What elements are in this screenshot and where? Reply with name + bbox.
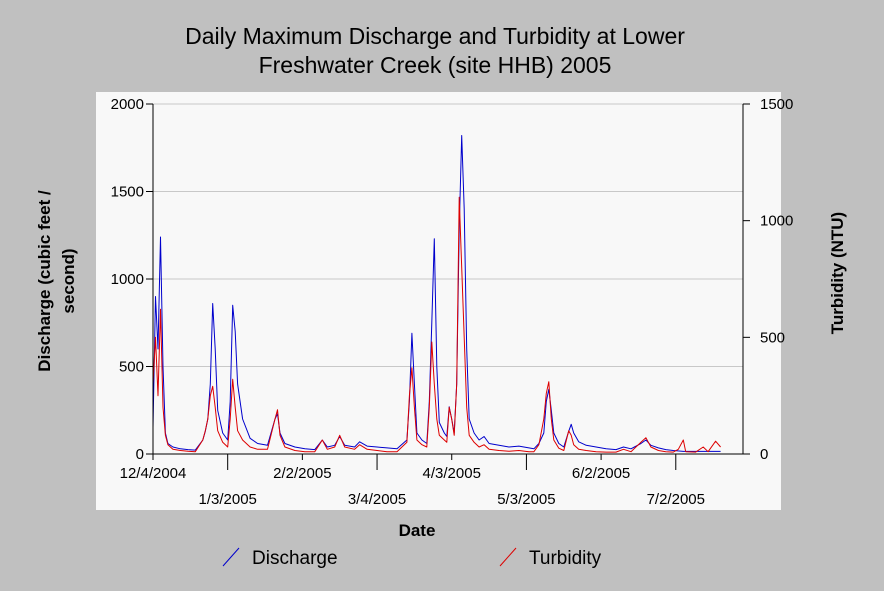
legend-turbidity-swatch <box>499 547 517 567</box>
y-left-tick-label: 1500 <box>111 184 144 201</box>
series-line-turbidity <box>152 196 721 453</box>
legend-discharge-label: Discharge <box>252 548 338 569</box>
y-axis-left-title-line-1: Discharge (cubic feet / <box>35 190 54 372</box>
x-tick-label: 2/2/2005 <box>273 465 331 482</box>
y-right-tick-label: 1000 <box>760 213 793 230</box>
y-left-tick-label: 0 <box>136 446 144 463</box>
x-tick-label: 7/2/2005 <box>647 491 705 508</box>
grid <box>153 103 743 367</box>
x-tick-label: 12/4/2004 <box>120 465 187 482</box>
y-axis-left-title-line-2: second) <box>59 248 78 313</box>
chart-title-line-2: Freshwater Creek (site HHB) 2005 <box>259 52 612 78</box>
legend-turbidity-label: Turbidity <box>529 548 602 569</box>
left-ticks: 0 500 1000 1500 2000 <box>111 96 153 463</box>
legend: Discharge Turbidity <box>222 547 602 569</box>
legend-discharge-swatch <box>222 547 240 567</box>
series-layer <box>152 135 721 453</box>
x-tick-label: 1/3/2005 <box>198 491 256 508</box>
y-axis-right-title: Turbidity (NTU) <box>828 212 847 334</box>
y-axis-left-title: Discharge (cubic feet / second) <box>35 190 78 372</box>
x-tick-label: 3/4/2005 <box>348 491 406 508</box>
x-tick-label: 6/2/2005 <box>572 465 630 482</box>
y-left-tick-label: 500 <box>119 359 144 376</box>
y-right-tick-label: 0 <box>760 446 768 463</box>
right-ticks: 0 500 1000 1500 <box>743 96 793 463</box>
x-ticks: 12/4/2004 1/3/2005 2/2/2005 3/4/2005 4/3/200… <box>120 454 705 508</box>
x-tick-label: 5/3/2005 <box>497 491 555 508</box>
y-right-tick-label: 500 <box>760 329 785 346</box>
x-tick-label: 4/3/2005 <box>423 465 481 482</box>
y-left-tick-label: 2000 <box>111 96 144 113</box>
y-left-tick-label: 1000 <box>111 271 144 288</box>
y-right-tick-label: 1500 <box>760 96 793 113</box>
x-axis-title: Date <box>399 521 436 540</box>
chart-title-line-1: Daily Maximum Discharge and Turbidity at… <box>185 23 685 49</box>
